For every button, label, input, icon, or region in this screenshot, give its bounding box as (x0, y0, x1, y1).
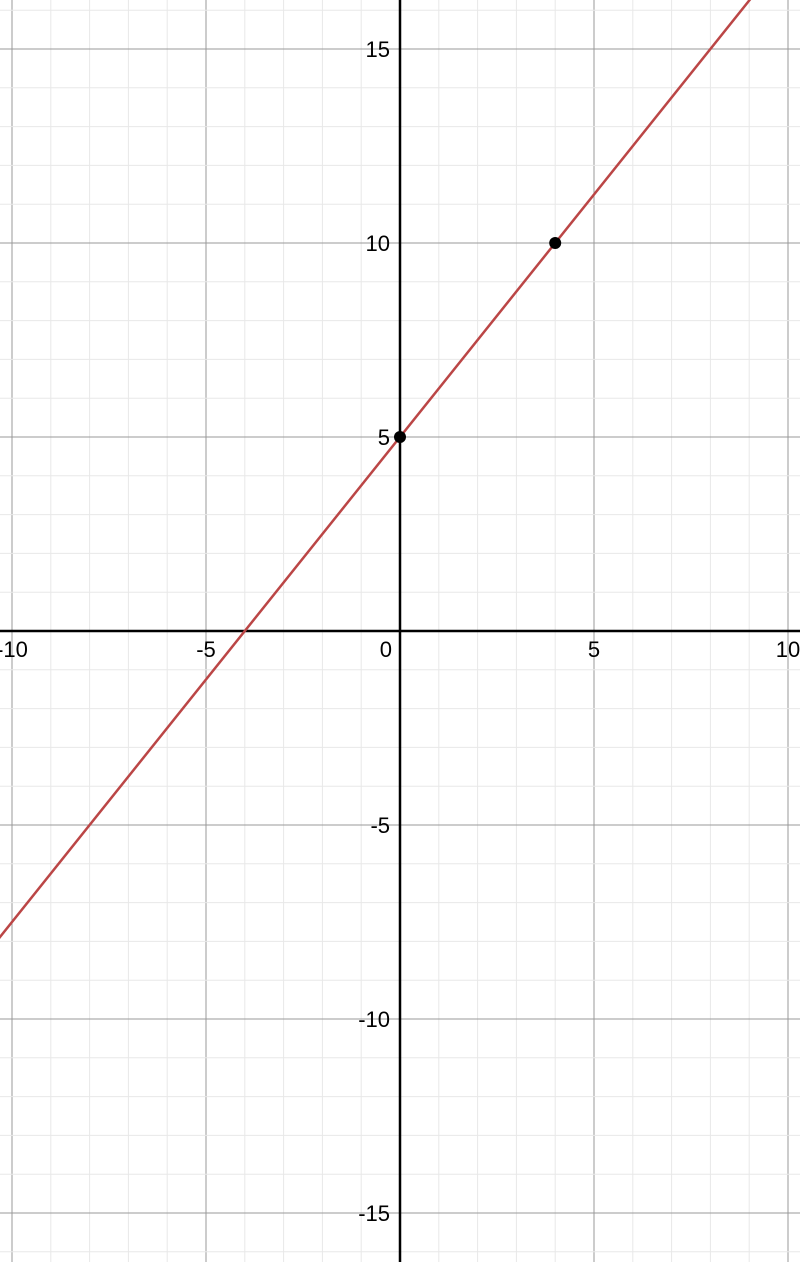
y-tick-label: -15 (358, 1201, 390, 1226)
x-tick-label: 10 (776, 637, 800, 662)
line-chart: -10 -5 0 5 10 15 10 5 -5 -10 -15 (0, 0, 800, 1262)
chart-svg: -10 -5 0 5 10 15 10 5 -5 -10 -15 (0, 0, 800, 1262)
x-tick-label: 0 (380, 637, 392, 662)
y-tick-label: 10 (366, 231, 390, 256)
plot-point-0 (394, 431, 406, 443)
plot-point-1 (549, 237, 561, 249)
y-tick-label: -10 (358, 1007, 390, 1032)
y-tick-label: 5 (378, 425, 390, 450)
x-tick-label: -5 (196, 637, 216, 662)
y-tick-label: -5 (370, 813, 390, 838)
x-tick-label: 5 (588, 637, 600, 662)
y-tick-label: 15 (366, 37, 390, 62)
x-tick-label: -10 (0, 637, 28, 662)
